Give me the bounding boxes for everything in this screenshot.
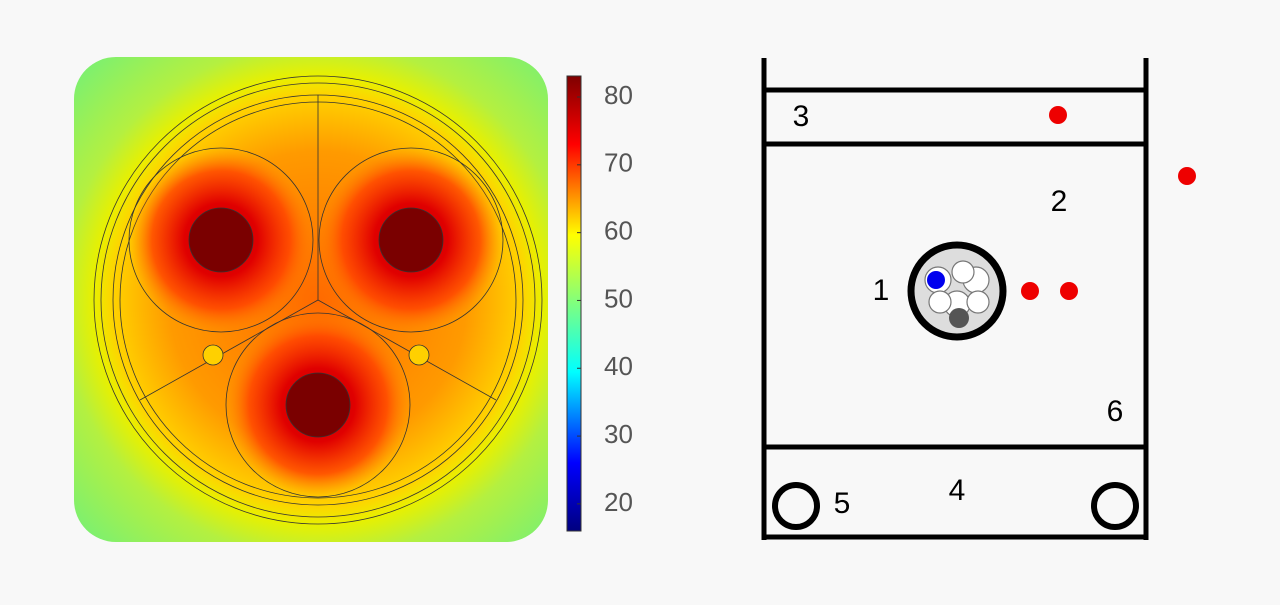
region-label: 4 bbox=[949, 474, 966, 507]
thermal-plot bbox=[74, 57, 548, 542]
colorbar-tick-label: 60 bbox=[604, 216, 633, 246]
colorbar-tick-label: 40 bbox=[604, 351, 633, 381]
region-label: 6 bbox=[1107, 395, 1124, 428]
schematic bbox=[761, 58, 1196, 540]
colorbar-tick-label: 50 bbox=[604, 283, 633, 313]
region-label: 1 bbox=[873, 274, 890, 307]
colorbar-tick-label: 20 bbox=[604, 487, 633, 517]
colorbar-tick-label: 70 bbox=[604, 148, 633, 178]
region-label: 2 bbox=[1051, 185, 1068, 218]
colorbar-tick-label: 30 bbox=[604, 419, 633, 449]
region-label: 5 bbox=[834, 487, 851, 520]
region-label: 3 bbox=[793, 100, 810, 133]
colorbar bbox=[566, 75, 582, 532]
colorbar-tick-label: 80 bbox=[604, 80, 633, 110]
